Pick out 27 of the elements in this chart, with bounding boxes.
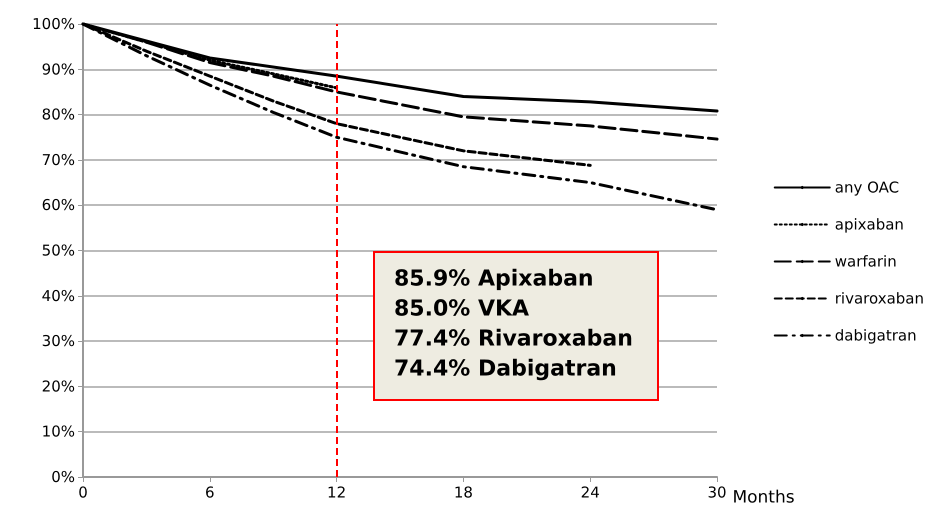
annotation: 85.0% VKA xyxy=(394,296,530,322)
annotation: 74.4% Dabigatran xyxy=(394,356,617,382)
legend-label: apixaban xyxy=(834,216,904,234)
legend-label: warfarin xyxy=(834,252,897,270)
y-tick-label: 80% xyxy=(42,106,75,124)
y-tick-label: 50% xyxy=(42,242,75,260)
y-tick-label: 40% xyxy=(42,286,75,305)
y-tick-label: 70% xyxy=(42,150,75,169)
x-tick-label: 6 xyxy=(205,484,215,502)
y-tick-label: 20% xyxy=(42,377,75,396)
x-tick-label: 30 xyxy=(707,484,727,502)
y-tick-label: 10% xyxy=(42,422,75,441)
legend-label: rivaroxaban xyxy=(834,290,924,308)
legend-label: any OAC xyxy=(834,178,900,196)
y-tick-label: 60% xyxy=(42,196,75,214)
y-tick-label: 100% xyxy=(32,15,75,33)
x-tick-label: 24 xyxy=(580,484,600,502)
y-tick-label: 0% xyxy=(51,468,75,486)
y-tick-label: 90% xyxy=(42,60,75,78)
x-axis-title: Months xyxy=(732,488,795,508)
annotation: 77.4% Rivaroxaban xyxy=(394,326,633,352)
legend-label: dabigatran xyxy=(834,326,917,344)
annotation: 85.9% Apixaban xyxy=(394,266,594,292)
x-tick-label: 18 xyxy=(454,484,473,502)
y-tick-label: 30% xyxy=(42,332,75,350)
x-tick-label: 0 xyxy=(78,484,88,502)
x-tick-label: 12 xyxy=(327,484,346,502)
